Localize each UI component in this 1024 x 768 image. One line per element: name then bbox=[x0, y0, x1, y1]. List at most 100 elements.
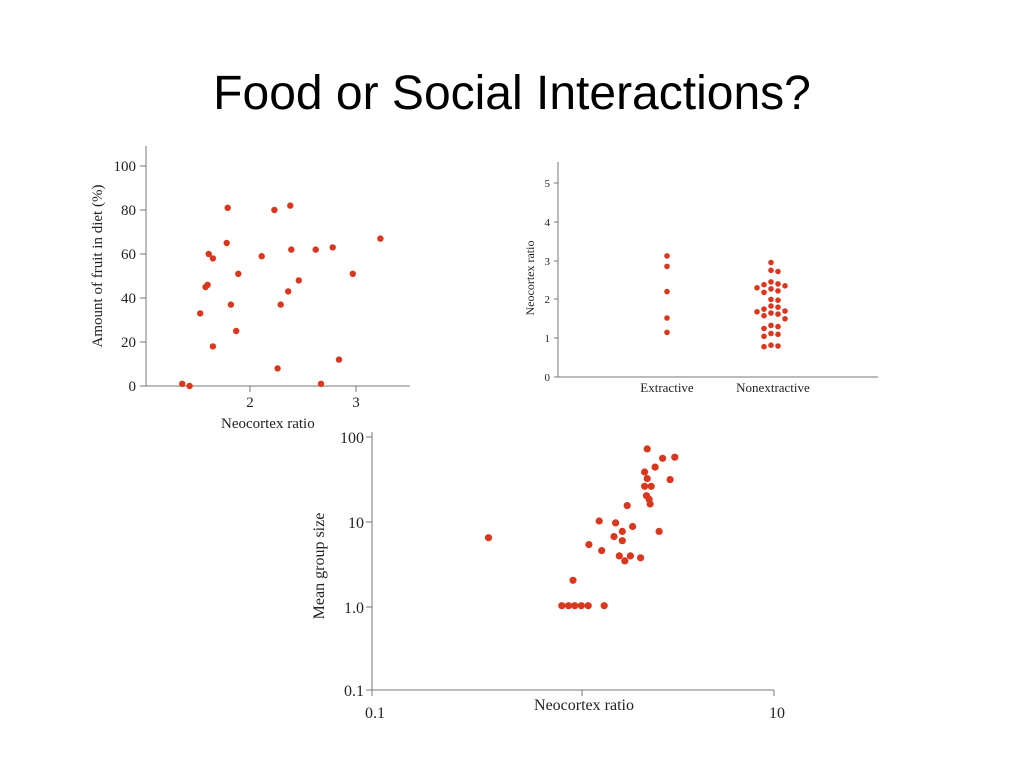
y-axis-label: Neocortex ratio bbox=[523, 241, 537, 316]
data-point bbox=[277, 301, 284, 308]
data-point bbox=[775, 297, 781, 303]
y-tick-label: 4 bbox=[545, 217, 551, 229]
data-point bbox=[768, 267, 774, 274]
group-size-loglog-chart: 0.1 1.0 10 100 0.1 10 Neocortex ratio Me… bbox=[311, 430, 785, 722]
data-point bbox=[618, 527, 626, 535]
data-point bbox=[775, 268, 781, 275]
data-point bbox=[179, 380, 186, 387]
y-axis-label: Mean group size bbox=[311, 513, 328, 620]
data-point bbox=[312, 246, 319, 253]
data-point bbox=[754, 309, 760, 315]
data-point bbox=[775, 331, 781, 338]
data-point bbox=[584, 602, 592, 610]
data-point bbox=[775, 311, 781, 317]
data-point bbox=[349, 270, 356, 277]
data-point bbox=[666, 476, 674, 484]
x-tick-label: 3 bbox=[352, 395, 360, 411]
x-tick-label: 0.1 bbox=[365, 705, 385, 722]
slide-title: Food or Social Interactions? bbox=[213, 67, 811, 120]
y-ticks: 0 20 40 60 80 100 bbox=[114, 159, 146, 395]
y-tick-label: 1.0 bbox=[344, 600, 364, 617]
data-point bbox=[775, 343, 781, 349]
x-axis-label: Neocortex ratio bbox=[534, 697, 634, 714]
data-point bbox=[274, 365, 281, 372]
data-point bbox=[197, 310, 204, 317]
data-point bbox=[761, 333, 767, 340]
data-point bbox=[782, 316, 788, 322]
y-tick-label: 2 bbox=[545, 294, 551, 306]
y-tick-label: 60 bbox=[121, 247, 136, 263]
data-point bbox=[223, 239, 230, 247]
x-axis-label: Neocortex ratio bbox=[221, 416, 315, 432]
data-point bbox=[651, 463, 659, 471]
data-point bbox=[761, 343, 767, 350]
y-tick-label: 10 bbox=[348, 515, 364, 532]
y-ticks: 0 1 2 3 4 5 bbox=[545, 178, 558, 384]
data-point bbox=[585, 541, 593, 549]
data-point bbox=[610, 533, 618, 541]
data-point bbox=[335, 356, 343, 363]
y-tick-label: 0 bbox=[129, 379, 137, 395]
data-point bbox=[782, 283, 788, 289]
x-ticks: 2 3 bbox=[246, 386, 360, 411]
data-point bbox=[637, 554, 645, 562]
fruit-diet-scatter-chart: 0 20 40 60 80 100 2 3 Neocortex ratio Am… bbox=[90, 146, 410, 432]
data-point bbox=[205, 250, 212, 258]
data-point bbox=[775, 281, 781, 287]
data-point bbox=[646, 500, 654, 508]
data-point bbox=[768, 310, 774, 316]
data-point bbox=[664, 288, 670, 295]
data-point bbox=[761, 306, 767, 312]
data-point bbox=[641, 482, 649, 490]
data-points bbox=[484, 445, 679, 610]
data-point bbox=[768, 303, 774, 309]
data-point bbox=[569, 576, 577, 584]
data-point bbox=[287, 202, 294, 209]
data-point bbox=[761, 325, 767, 332]
data-point bbox=[641, 468, 649, 476]
data-point bbox=[647, 482, 655, 490]
data-point bbox=[227, 301, 235, 308]
data-point bbox=[295, 277, 302, 284]
data-point bbox=[186, 382, 193, 390]
data-point bbox=[775, 304, 781, 310]
data-point bbox=[209, 255, 217, 262]
data-point bbox=[761, 281, 767, 288]
data-point bbox=[643, 445, 651, 453]
data-point bbox=[235, 270, 242, 277]
data-point bbox=[761, 289, 767, 296]
data-point bbox=[258, 253, 265, 260]
data-point bbox=[615, 552, 623, 560]
data-point bbox=[626, 552, 634, 560]
category-label-nonextractive: Nonextractive bbox=[736, 380, 810, 395]
category-label-extractive: Extractive bbox=[640, 380, 694, 395]
y-tick-label: 80 bbox=[121, 203, 136, 219]
x-tick-label: 2 bbox=[246, 395, 254, 411]
x-tick-label: 10 bbox=[769, 705, 785, 722]
data-point bbox=[204, 281, 211, 288]
data-point bbox=[664, 253, 670, 259]
data-point bbox=[224, 204, 231, 211]
data-point bbox=[629, 522, 637, 531]
data-point bbox=[595, 517, 603, 525]
y-tick-label: 1 bbox=[545, 333, 551, 345]
data-point bbox=[577, 602, 585, 610]
data-point bbox=[659, 454, 667, 462]
y-tick-label: 100 bbox=[340, 430, 364, 447]
data-point bbox=[317, 380, 325, 387]
data-points bbox=[664, 253, 788, 350]
y-tick-label: 20 bbox=[121, 335, 136, 351]
data-point bbox=[754, 285, 760, 291]
data-point bbox=[782, 308, 788, 314]
data-point bbox=[768, 296, 774, 303]
data-point bbox=[768, 342, 774, 348]
data-point bbox=[329, 244, 336, 251]
data-point bbox=[623, 502, 631, 510]
data-points bbox=[179, 202, 384, 390]
data-point bbox=[285, 288, 292, 295]
y-tick-label: 0.1 bbox=[344, 683, 364, 700]
y-tick-label: 3 bbox=[545, 256, 551, 268]
data-point bbox=[564, 602, 573, 610]
data-point bbox=[484, 534, 493, 542]
data-point bbox=[664, 263, 670, 270]
